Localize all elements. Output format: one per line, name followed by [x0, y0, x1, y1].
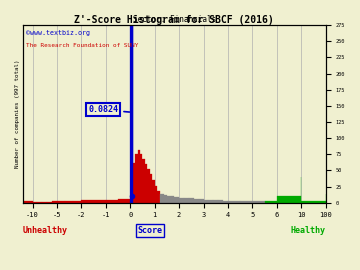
Bar: [203, 200, 208, 203]
Bar: [179, 198, 184, 203]
Bar: [145, 164, 147, 203]
Bar: [138, 150, 140, 203]
Bar: [189, 198, 194, 203]
Bar: [23, 201, 32, 203]
Bar: [130, 25, 133, 203]
Y-axis label: Number of companies (997 total): Number of companies (997 total): [15, 60, 20, 168]
Text: Score: Score: [138, 226, 163, 235]
Text: 0.0824: 0.0824: [88, 105, 130, 114]
Bar: [152, 180, 155, 203]
Bar: [65, 201, 73, 203]
Bar: [184, 198, 189, 203]
Bar: [47, 202, 52, 203]
Bar: [252, 201, 265, 203]
Bar: [32, 202, 37, 203]
Bar: [106, 200, 118, 203]
Bar: [174, 197, 177, 203]
Bar: [301, 201, 326, 203]
Bar: [167, 196, 169, 203]
Bar: [140, 154, 143, 203]
Text: Healthy: Healthy: [291, 226, 326, 235]
Bar: [169, 196, 172, 203]
Bar: [155, 186, 157, 203]
Text: Sector: Financials: Sector: Financials: [133, 15, 216, 24]
Bar: [265, 201, 277, 203]
Bar: [159, 194, 162, 203]
Text: Unhealthy: Unhealthy: [23, 226, 68, 235]
Bar: [277, 196, 301, 203]
Bar: [172, 196, 174, 203]
Bar: [223, 201, 228, 203]
Bar: [199, 199, 203, 203]
Bar: [228, 201, 240, 203]
Bar: [133, 163, 135, 203]
Bar: [208, 200, 213, 203]
Bar: [218, 200, 223, 203]
Text: ©www.textbiz.org: ©www.textbiz.org: [26, 30, 90, 36]
Bar: [143, 159, 145, 203]
Bar: [162, 194, 165, 203]
Bar: [150, 174, 152, 203]
Text: The Research Foundation of SUNY: The Research Foundation of SUNY: [26, 43, 138, 48]
Bar: [73, 201, 81, 203]
Bar: [135, 154, 138, 203]
Bar: [118, 199, 130, 203]
Bar: [57, 201, 65, 203]
Bar: [213, 200, 218, 203]
Bar: [157, 191, 159, 203]
Bar: [147, 169, 150, 203]
Bar: [37, 202, 42, 203]
Bar: [42, 202, 47, 203]
Bar: [194, 199, 199, 203]
Bar: [240, 201, 252, 203]
Title: Z'-Score Histogram for SBCF (2016): Z'-Score Histogram for SBCF (2016): [75, 15, 274, 25]
Bar: [81, 200, 106, 203]
Bar: [177, 197, 179, 203]
Bar: [165, 195, 167, 203]
Bar: [52, 201, 57, 203]
